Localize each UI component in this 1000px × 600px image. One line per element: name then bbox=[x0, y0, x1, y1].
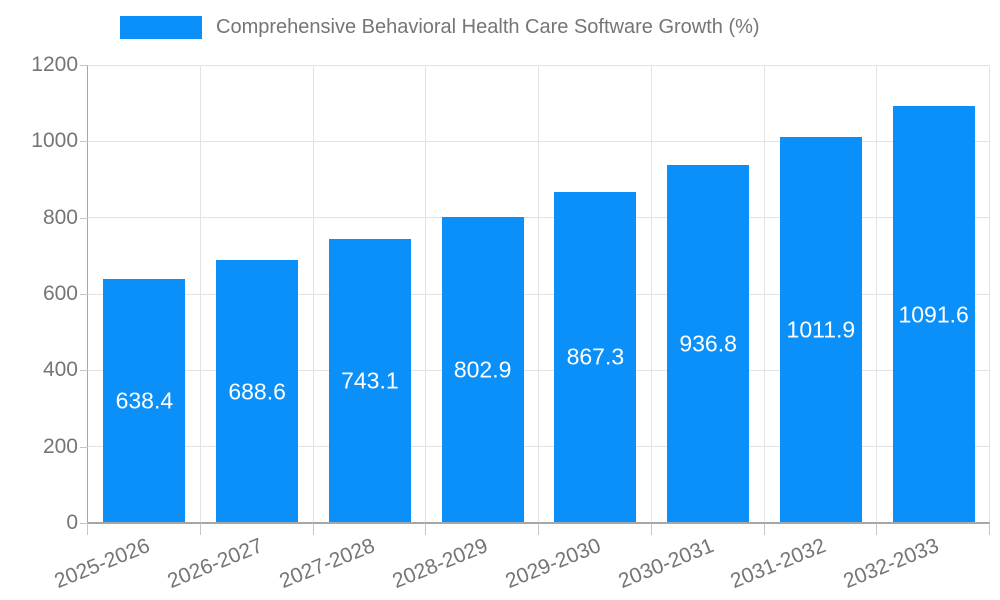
y-axis-tick-label: 0 bbox=[66, 511, 78, 534]
bar[interactable]: 867.3 bbox=[554, 191, 637, 523]
x-axis-tick bbox=[650, 523, 652, 535]
x-axis-tick bbox=[312, 523, 314, 535]
x-axis-tick bbox=[87, 523, 88, 535]
x-axis-tick bbox=[989, 523, 990, 535]
gridline-vertical bbox=[989, 65, 990, 523]
y-axis-tick bbox=[80, 141, 88, 143]
y-axis-tick-label: 400 bbox=[42, 358, 78, 382]
gridline-vertical bbox=[876, 65, 878, 523]
gridline-horizontal bbox=[88, 217, 990, 219]
bar-value-label: 936.8 bbox=[679, 330, 737, 357]
bar[interactable]: 936.8 bbox=[667, 165, 750, 523]
x-axis-tick bbox=[876, 523, 878, 535]
x-axis-tick bbox=[538, 523, 539, 535]
y-axis-tick-label: 800 bbox=[42, 205, 78, 229]
gridline-horizontal bbox=[88, 64, 990, 66]
gridline-horizontal bbox=[88, 369, 990, 371]
y-axis-tick-label: 200 bbox=[42, 434, 78, 458]
gridline-horizontal bbox=[88, 140, 990, 142]
bar-value-label: 1091.6 bbox=[898, 301, 969, 328]
bar-value-label: 867.3 bbox=[566, 343, 625, 370]
x-axis-tick-label: 2029-2030 bbox=[502, 534, 604, 593]
gridline-horizontal bbox=[88, 293, 990, 295]
y-axis-tick bbox=[80, 294, 88, 295]
bar[interactable]: 1011.9 bbox=[779, 136, 862, 523]
y-axis-tick bbox=[80, 65, 88, 66]
gridline-vertical bbox=[763, 65, 765, 523]
gridline-vertical bbox=[425, 65, 427, 523]
bar[interactable]: 743.1 bbox=[328, 239, 411, 523]
legend-swatch bbox=[120, 16, 202, 39]
bar[interactable]: 688.6 bbox=[216, 260, 299, 523]
gridline-horizontal bbox=[88, 446, 990, 448]
x-axis-tick-label: 2032-2033 bbox=[840, 534, 943, 593]
y-axis-tick bbox=[80, 523, 88, 524]
x-axis-tick bbox=[425, 523, 427, 535]
bar-value-label: 1011.9 bbox=[786, 316, 856, 343]
bar-value-label: 743.1 bbox=[341, 367, 399, 394]
x-axis-tick-label: 2026-2027 bbox=[164, 534, 266, 593]
bar-value-label: 638.4 bbox=[115, 387, 174, 414]
x-axis-tick bbox=[763, 523, 765, 535]
bar[interactable]: 802.9 bbox=[441, 216, 524, 523]
x-axis-tick-label: 2030-2031 bbox=[615, 534, 717, 593]
y-axis-tick bbox=[80, 217, 88, 219]
bar[interactable]: 1091.6 bbox=[892, 106, 975, 523]
x-axis-tick-label: 2025-2026 bbox=[51, 534, 153, 593]
x-axis-tick-label: 2027-2028 bbox=[276, 534, 379, 593]
gridline-vertical bbox=[538, 65, 539, 523]
gridline-vertical bbox=[312, 65, 314, 523]
x-axis-tick-label: 2028-2029 bbox=[389, 534, 492, 593]
x-axis-tick bbox=[199, 523, 201, 535]
gridline-vertical bbox=[650, 65, 652, 523]
y-axis-tick bbox=[80, 370, 88, 372]
legend: Comprehensive Behavioral Health Care Sof… bbox=[120, 16, 760, 39]
gridline-vertical bbox=[199, 65, 201, 523]
y-axis-tick-label: 1200 bbox=[31, 53, 78, 76]
plot-area: 638.4 688.6 743.1 802.9 867.3 936.8 1011.9 1091… bbox=[88, 64, 990, 523]
x-axis-tick-label: 2031-2032 bbox=[727, 534, 830, 593]
bar-value-label: 688.6 bbox=[228, 378, 286, 405]
y-axis-tick-label: 600 bbox=[42, 282, 78, 305]
y-axis-tick-label: 1000 bbox=[31, 129, 78, 153]
bar-value-label: 802.9 bbox=[453, 356, 512, 383]
bar[interactable]: 638.4 bbox=[103, 279, 186, 523]
y-axis-tick bbox=[80, 446, 88, 448]
legend-label: Comprehensive Behavioral Health Care Sof… bbox=[216, 16, 760, 38]
